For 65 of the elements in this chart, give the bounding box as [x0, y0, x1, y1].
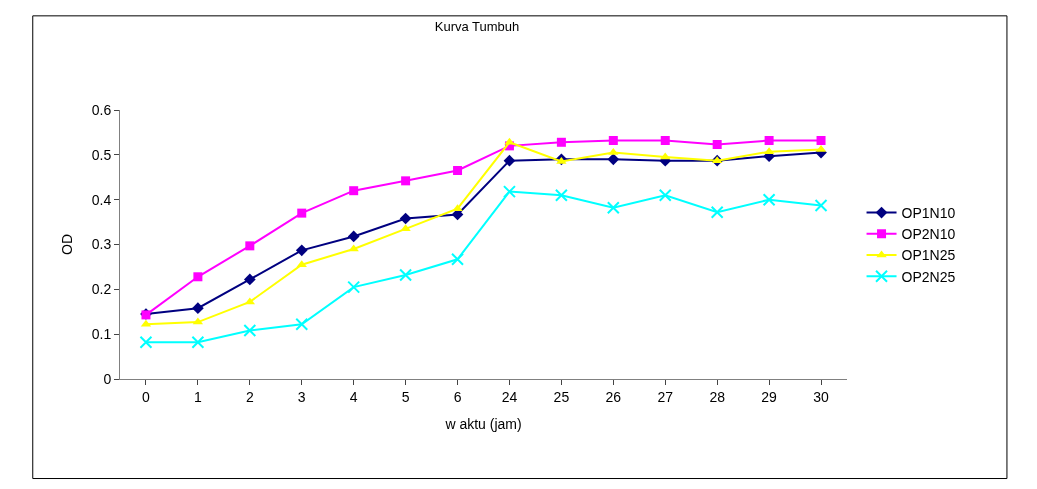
x-tick-label: 3 [297, 388, 306, 405]
point [764, 135, 774, 145]
y-tick-label: 0.5 [91, 146, 112, 163]
point [762, 193, 776, 207]
point [348, 244, 359, 252]
legend-label: OP2N10 [901, 226, 956, 243]
point [347, 230, 360, 243]
legend-label: OP1N10 [901, 205, 956, 222]
point [660, 152, 671, 160]
x-tick-label: 24 [501, 388, 518, 405]
point [816, 135, 826, 145]
point [814, 198, 828, 212]
x-tick-label: 1 [193, 388, 202, 405]
point [347, 280, 361, 294]
x-tick-label: 27 [657, 388, 674, 405]
point [297, 208, 307, 218]
point [556, 137, 566, 147]
point [453, 166, 463, 176]
point [504, 137, 515, 145]
x-tick-label: 30 [813, 388, 830, 405]
point [710, 205, 724, 219]
point [243, 273, 256, 286]
x-tick-label: 6 [453, 388, 462, 405]
point [191, 335, 205, 349]
point [139, 335, 153, 349]
point [399, 212, 412, 225]
point [658, 188, 672, 202]
x-tick-label: 26 [605, 388, 622, 405]
point [400, 224, 411, 232]
x-tick-label: 2 [245, 388, 254, 405]
point [401, 176, 411, 186]
point [193, 272, 203, 282]
point [349, 186, 359, 196]
x-tick-label: 25 [553, 388, 570, 405]
point [554, 188, 568, 202]
y-tick-label: 0.6 [91, 101, 112, 118]
x-tick-label: 29 [761, 388, 778, 405]
point [295, 317, 309, 331]
point [503, 154, 516, 167]
point [451, 252, 465, 266]
point [192, 302, 204, 315]
point [660, 135, 670, 145]
point [607, 153, 620, 166]
x-tick-label: 4 [349, 388, 358, 405]
y-axis-title: OD [59, 234, 76, 255]
point [606, 201, 620, 215]
chart-title: Kurva Tumbuh [434, 19, 520, 35]
legend-label: OP2N25 [901, 268, 956, 285]
y-tick-label: 0 [103, 370, 112, 387]
legend-label: OP1N25 [901, 247, 956, 264]
y-tick-label: 0.3 [91, 236, 112, 253]
point [295, 244, 308, 257]
point [245, 241, 255, 251]
point [243, 324, 257, 338]
y-tick-label: 0.1 [91, 326, 112, 343]
y-tick-label: 0.4 [91, 191, 112, 208]
y-tick-label: 0.2 [91, 281, 112, 298]
point [608, 135, 618, 145]
x-axis-title: w aktu (jam) [444, 416, 522, 433]
point [502, 185, 516, 199]
x-tick-label: 0 [142, 388, 151, 405]
x-tick-label: 28 [709, 388, 726, 405]
point [712, 140, 722, 150]
point [399, 268, 413, 282]
x-tick-label: 5 [401, 388, 410, 405]
